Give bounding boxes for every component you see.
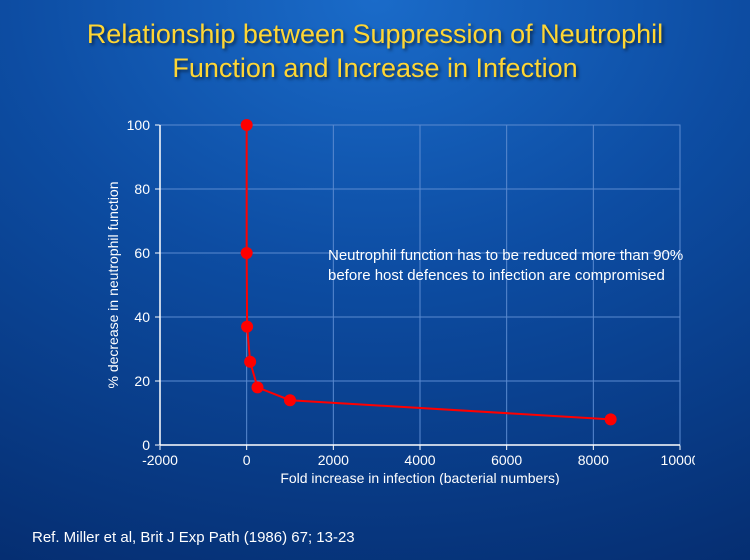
y-tick-label: 60 [134, 245, 150, 261]
data-point [241, 119, 253, 131]
chart-container: 020406080100-20000200040006000800010000F… [100, 115, 695, 485]
x-axis-label: Fold increase in infection (bacterial nu… [280, 470, 559, 485]
y-tick-label: 80 [134, 181, 150, 197]
x-tick-label: 0 [243, 452, 251, 468]
data-point [605, 413, 617, 425]
y-tick-label: 100 [127, 117, 151, 133]
x-tick-label: 8000 [578, 452, 609, 468]
data-point [284, 394, 296, 406]
y-tick-label: 20 [134, 373, 150, 389]
x-tick-label: 2000 [318, 452, 349, 468]
data-point [241, 247, 253, 259]
citation-text: Ref. Miller et al, Brit J Exp Path (1986… [32, 529, 355, 546]
data-point [244, 356, 256, 368]
line-chart: 020406080100-20000200040006000800010000F… [100, 115, 695, 485]
y-tick-label: 0 [142, 437, 150, 453]
slide-title: Relationship between Suppression of Neut… [0, 18, 750, 86]
x-tick-label: 4000 [404, 452, 435, 468]
data-point [241, 321, 253, 333]
x-tick-label: 10000 [661, 452, 695, 468]
y-axis-label: % decrease in neutrophil function [105, 181, 121, 388]
x-tick-label: -2000 [142, 452, 178, 468]
y-tick-label: 40 [134, 309, 150, 325]
slide-root: Relationship between Suppression of Neut… [0, 0, 750, 560]
data-point [252, 381, 264, 393]
x-tick-label: 6000 [491, 452, 522, 468]
chart-annotation: Neutrophil function has to be reduced mo… [328, 246, 718, 287]
